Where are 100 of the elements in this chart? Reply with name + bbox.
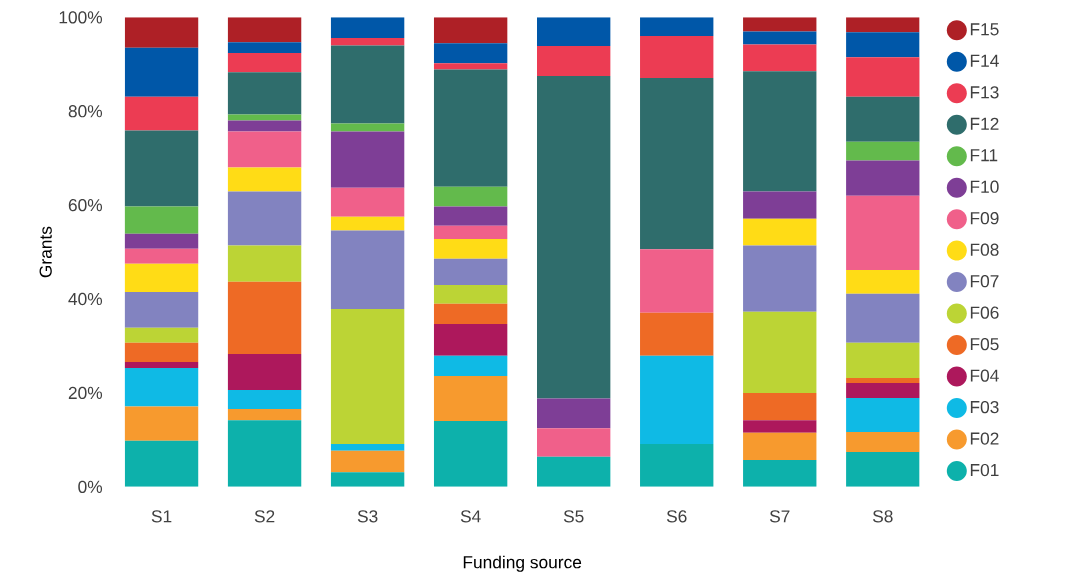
bar (330, 450, 405, 473)
bar (227, 281, 302, 354)
bar (846, 398, 920, 432)
bar (743, 245, 817, 312)
bar (433, 43, 508, 64)
legend-label: F15 (970, 23, 999, 36)
bar (227, 191, 302, 246)
bar (124, 263, 199, 292)
bar (124, 130, 199, 207)
bar (433, 258, 508, 285)
bar (743, 459, 817, 487)
bar (846, 57, 920, 97)
bar (330, 472, 405, 487)
bar (846, 293, 920, 343)
bar (846, 32, 920, 58)
bar (640, 312, 714, 356)
bar (227, 72, 302, 115)
bar (124, 367, 199, 407)
bar (227, 52, 302, 73)
legend-label: F01 (970, 463, 999, 477)
bar (846, 141, 920, 161)
bar (433, 186, 508, 207)
x-tick-label: S3 (357, 510, 378, 523)
bar (330, 37, 405, 46)
bar (330, 123, 405, 132)
bar (124, 17, 199, 48)
x-tick-label: S2 (254, 510, 275, 523)
x-tick-label: S6 (666, 510, 687, 523)
bar (433, 63, 508, 70)
bar (330, 444, 405, 451)
legend-label: F09 (970, 211, 999, 225)
bar (227, 167, 302, 192)
bar (330, 187, 405, 217)
bar (330, 17, 405, 38)
x-tick-label: S5 (563, 510, 584, 523)
bar (227, 408, 302, 421)
x-tick-label: S1 (151, 510, 172, 523)
bar (846, 377, 920, 383)
bar (124, 206, 199, 234)
bar (537, 17, 611, 46)
bar (330, 45, 405, 124)
legend-label: F07 (970, 274, 999, 288)
bar (743, 31, 817, 45)
bar (124, 47, 199, 97)
bar (640, 444, 714, 487)
bar (743, 71, 817, 192)
bar (124, 233, 199, 249)
legend-label: F13 (970, 86, 999, 99)
bar (227, 420, 302, 487)
x-tick-label: S8 (872, 510, 893, 523)
bar (743, 392, 817, 421)
y-tick-label: 20% (68, 386, 103, 399)
bar (743, 191, 817, 219)
bar (227, 390, 302, 409)
bar (330, 308, 405, 445)
legend-label: F10 (970, 180, 999, 193)
bar (743, 17, 817, 32)
bar (743, 44, 817, 72)
legend-label: F05 (970, 337, 999, 351)
bar (124, 327, 199, 343)
bar (743, 420, 817, 433)
bar (227, 353, 302, 391)
y-tick-label: 60% (68, 198, 103, 212)
legend-label: F06 (970, 306, 999, 319)
x-axis-title: Funding source (463, 555, 582, 572)
legend-label: F04 (970, 369, 999, 382)
legend-label: F14 (970, 54, 999, 67)
bar (846, 342, 920, 378)
bar (640, 36, 714, 78)
y-tick-label: 100% (59, 11, 103, 24)
bar (124, 96, 199, 131)
bar (433, 303, 508, 324)
legend-label: F11 (970, 149, 998, 162)
x-tick-label: S4 (460, 510, 481, 523)
bar (433, 323, 508, 356)
bar (846, 269, 920, 294)
x-tick-label: S7 (769, 510, 790, 523)
bar (227, 131, 302, 168)
bar (330, 131, 405, 188)
legend-label: F03 (970, 400, 999, 414)
bar (743, 218, 817, 246)
bar (124, 248, 199, 264)
bar (124, 291, 199, 328)
bar (124, 406, 199, 441)
bar (330, 216, 405, 231)
bar (433, 355, 508, 376)
bar (227, 42, 302, 53)
bar (433, 284, 508, 304)
bar (640, 355, 714, 445)
bar (433, 238, 508, 259)
bar (433, 17, 508, 44)
y-tick-label: 40% (68, 292, 103, 306)
bar (537, 398, 611, 429)
bar (227, 120, 302, 132)
bar (227, 114, 302, 121)
bar (227, 245, 302, 282)
bar (640, 17, 714, 37)
bar (846, 382, 920, 398)
bar (124, 342, 199, 362)
legend-label: F12 (970, 117, 999, 130)
